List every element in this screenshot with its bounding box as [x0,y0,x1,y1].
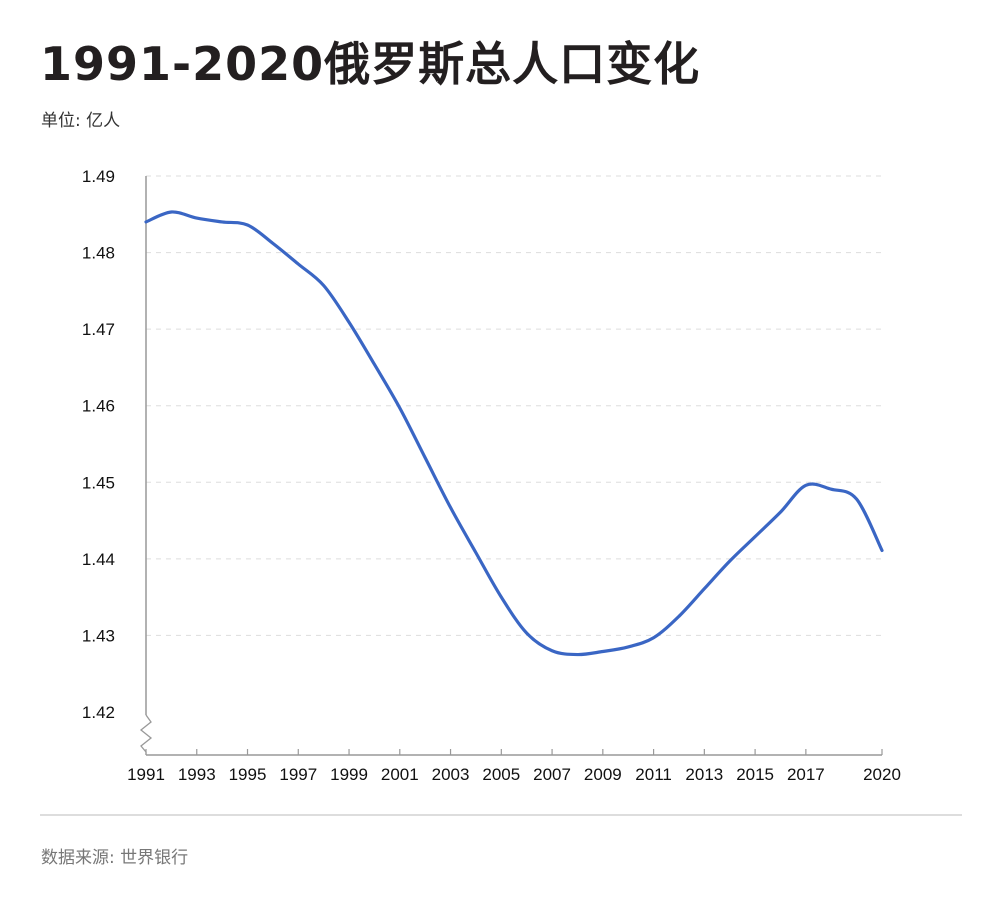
x-tick-label: 1995 [229,765,267,784]
x-tick-label: 2001 [381,765,419,784]
x-tick-label: 2017 [787,765,825,784]
y-tick-labels: 1.49 1.48 1.47 1.46 1.45 1.44 1.43 1.42 [82,167,115,722]
x-tick-label: 2007 [533,765,571,784]
x-tick-label: 2015 [736,765,774,784]
divider [40,814,962,816]
y-tick-label: 1.47 [82,320,115,339]
x-tick-labels: 1991 1993 1995 1997 1999 2001 2003 2005 2007 2009… [127,749,901,784]
x-tick-label: 2011 [635,765,672,784]
gridlines [146,175,882,636]
y-tick-label: 1.44 [82,550,115,569]
y-tick-label: 1.46 [82,397,115,416]
x-tick-label: 1991 [127,765,165,784]
y-tick-label: 1.49 [82,167,115,186]
unit-label: 单位: 亿人 [41,111,121,131]
x-tick-label: 2013 [685,765,723,784]
y-tick-label: 1.43 [82,626,115,645]
x-tick-label: 2005 [482,765,520,784]
y-tick-label: 1.48 [82,244,115,263]
x-tick-label: 2020 [863,765,901,784]
y-tick-label: 1.42 [82,703,115,722]
x-tick-label: 1999 [330,765,368,784]
x-tick-label: 2003 [432,765,470,784]
x-tick-label: 1993 [178,765,216,784]
source-label: 数据来源: 世界银行 [41,848,189,868]
page-title: 1991-2020俄罗斯总人口变化 [40,37,701,91]
series-group [144,210,884,657]
series-line-0 [144,210,884,657]
axes [139,176,882,756]
x-tick-label: 2009 [584,765,622,784]
x-tick-label: 1997 [279,765,317,784]
y-tick-label: 1.45 [82,473,115,492]
